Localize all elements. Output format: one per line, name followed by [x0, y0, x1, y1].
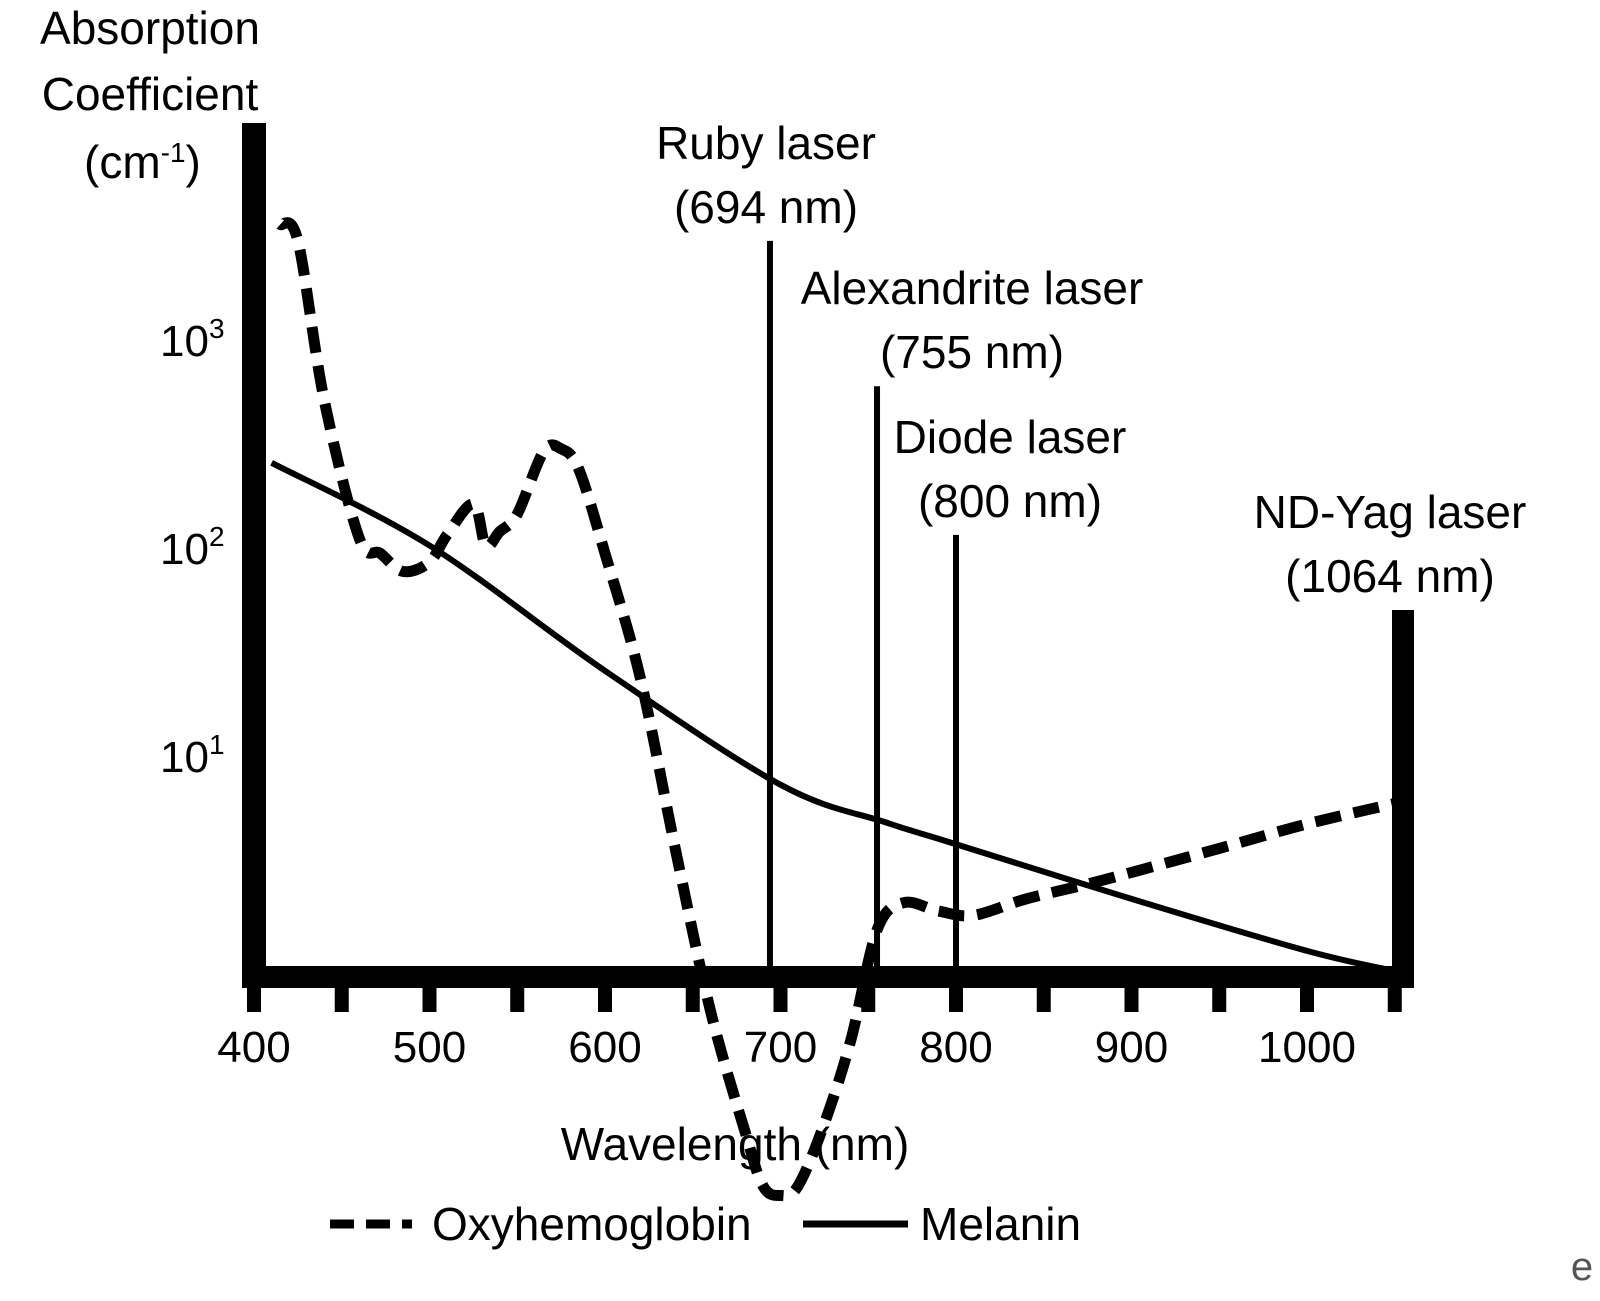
- x-tick-mark-major: [598, 986, 612, 1012]
- laser-wavelength-label: (694 nm): [674, 181, 858, 233]
- laser-wavelength-label: (755 nm): [880, 326, 1064, 378]
- legend-oxyhemoglobin-label: Oxyhemoglobin: [432, 1198, 752, 1250]
- x-axis-line: [242, 966, 1414, 988]
- x-tick-label: 500: [393, 1023, 466, 1072]
- laser-annotations: Ruby laser (694 nm) Alexandrite laser (755 …: [656, 117, 1526, 970]
- x-tick-label: 600: [568, 1023, 641, 1072]
- legend-melanin-label: Melanin: [920, 1198, 1081, 1250]
- x-tick-label: 700: [744, 1023, 817, 1072]
- x-tick-mark-major: [1124, 986, 1139, 1012]
- x-tick-mark-major: [773, 986, 788, 1012]
- series-lines: [270, 217, 1397, 1202]
- series-melanin-line: [270, 460, 1396, 974]
- right-axis-bar: [1392, 610, 1414, 988]
- x-tick-mark-minor: [334, 986, 349, 1012]
- x-tick-mark-minor: [1036, 986, 1051, 1012]
- series-oxyhemoglobin-line: [276, 217, 1397, 1202]
- x-tick-mark-minor: [685, 986, 700, 1012]
- x-tick-label: 1000: [1258, 1023, 1356, 1072]
- laser-name-label: Alexandrite laser: [801, 262, 1144, 314]
- y-tick-label: 102: [160, 521, 225, 574]
- x-tick-mark-major: [422, 986, 437, 1012]
- x-tick-label: 800: [919, 1023, 992, 1072]
- x-tick-mark-major: [247, 986, 261, 1012]
- x-axis-ticks: 400 500 600 700 800 900 1000: [217, 986, 1402, 1072]
- x-tick-mark-minor: [510, 986, 525, 1012]
- x-tick-label: 900: [1095, 1023, 1168, 1072]
- y-axis-line: [242, 123, 266, 988]
- laser-name-label: Diode laser: [894, 411, 1127, 463]
- y-tick-label: 101: [160, 729, 225, 782]
- x-tick-mark-minor: [1387, 986, 1402, 1012]
- laser-wavelength-label: (1064 nm): [1285, 550, 1495, 602]
- y-tick-label: 103: [160, 313, 225, 366]
- y-axis-ticks: 101 102 103: [160, 313, 225, 782]
- laser-wavelength-label: (800 nm): [918, 475, 1102, 527]
- x-tick-mark-major: [1300, 986, 1314, 1012]
- x-tick-mark-minor: [1212, 986, 1227, 1012]
- x-axis-label: Wavelength (nm): [561, 1118, 910, 1170]
- laser-name-label: Ruby laser: [656, 117, 876, 169]
- y-axis-unit: (cm-1): [84, 136, 201, 188]
- y-axis-label-line-2: Coefficient: [42, 68, 259, 120]
- x-tick-mark-major: [949, 986, 963, 1012]
- laser-name-label: ND-Yag laser: [1254, 486, 1527, 538]
- y-axis-label-line-1: Absorption: [40, 2, 260, 54]
- x-tick-label: 400: [217, 1023, 290, 1072]
- watermark-logo: e: [1571, 1245, 1593, 1289]
